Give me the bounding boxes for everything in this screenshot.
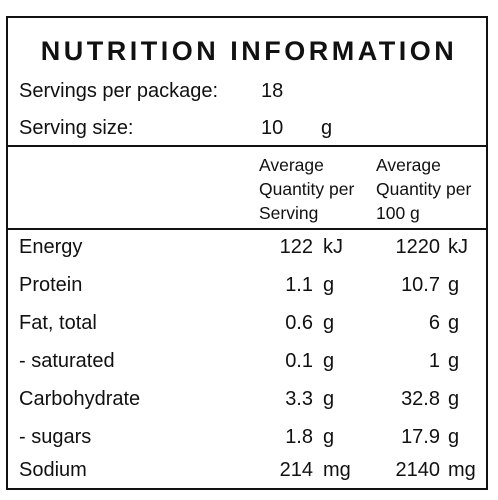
per-100g-column-header: Average Quantity per 100 g [376, 153, 471, 225]
per-serving-unit: g [323, 426, 335, 448]
per-serving-unit: g [323, 274, 335, 296]
per-100g-value: 1220 [395, 236, 441, 258]
nutrient-name: - sugars [19, 426, 92, 448]
nutrient-name: Carbohydrate [19, 388, 141, 410]
servings-per-package-label: Servings per package: [19, 80, 219, 102]
per-100g-value: 1 [428, 350, 440, 372]
serving-size-label: Serving size: [19, 117, 134, 139]
nutrient-name: Protein [19, 274, 83, 296]
per-serving-value: 122 [279, 236, 313, 258]
per-serving-unit: g [323, 312, 335, 334]
nutrient-row-protein: Protein 1.1 g 10.7 g [8, 266, 486, 304]
per-serving-unit: kJ [323, 236, 343, 258]
nutrient-row-fat-total: Fat, total 0.6 g 6 g [8, 304, 486, 342]
per-100g-unit: g [448, 312, 460, 334]
serving-size-row: Serving size: 10 g [8, 113, 490, 143]
per-100g-header-line: Average [376, 155, 441, 175]
per-100g-value: 6 [428, 312, 440, 334]
per-serving-value: 0.1 [285, 350, 313, 372]
per-100g-value: 17.9 [401, 426, 440, 448]
per-100g-unit: g [448, 388, 460, 410]
per-100g-unit: kJ [448, 236, 468, 258]
per-100g-header-line: 100 g [376, 203, 420, 223]
per-serving-value: 0.6 [285, 312, 313, 334]
table-divider [8, 228, 486, 230]
servings-per-package-value: 18 [261, 80, 284, 102]
nutrient-row-energy: Energy 122 kJ 1220 kJ [8, 228, 486, 266]
panel-title: NUTRITION INFORMATION [40, 36, 458, 66]
per-100g-value: 2140 [395, 459, 441, 481]
per-100g-unit: g [448, 426, 460, 448]
nutrient-name: Sodium [19, 459, 87, 481]
nutrient-row-carbohydrate: Carbohydrate 3.3 g 32.8 g [8, 380, 486, 418]
header-divider [8, 145, 486, 147]
per-serving-unit: g [323, 388, 335, 410]
serving-size-unit: g [321, 117, 333, 139]
per-serving-column-header: Average Quantity per Serving [259, 153, 354, 225]
serving-size-value: 10 [261, 117, 284, 139]
per-100g-value: 10.7 [401, 274, 440, 296]
per-serving-value: 214 [279, 459, 313, 481]
nutrient-row-saturated: - saturated 0.1 g 1 g [8, 342, 486, 380]
per-100g-value: 32.8 [401, 388, 440, 410]
per-serving-header-line: Quantity per [259, 179, 355, 199]
per-serving-header-line: Serving [259, 203, 319, 223]
servings-per-package-row: Servings per package: 18 [8, 76, 490, 106]
per-serving-value: 1.1 [285, 274, 313, 296]
nutrient-name: - saturated [19, 350, 115, 372]
per-100g-unit: mg [448, 459, 476, 481]
per-serving-unit: g [323, 350, 335, 372]
per-serving-value: 1.8 [285, 426, 313, 448]
nutrient-row-sodium: Sodium 214 mg 2140 mg [8, 451, 486, 489]
per-serving-header-line: Average [259, 155, 324, 175]
nutrient-name: Energy [19, 236, 83, 258]
nutrient-row-sugars: - sugars 1.8 g 17.9 g [8, 418, 486, 456]
per-100g-unit: g [448, 274, 460, 296]
nutrition-panel: NUTRITION INFORMATION Servings per packa… [6, 16, 488, 490]
per-100g-header-line: Quantity per [376, 179, 472, 199]
per-serving-value: 3.3 [285, 388, 313, 410]
nutrient-name: Fat, total [19, 312, 97, 334]
per-serving-unit: mg [323, 459, 351, 481]
per-100g-unit: g [448, 350, 460, 372]
